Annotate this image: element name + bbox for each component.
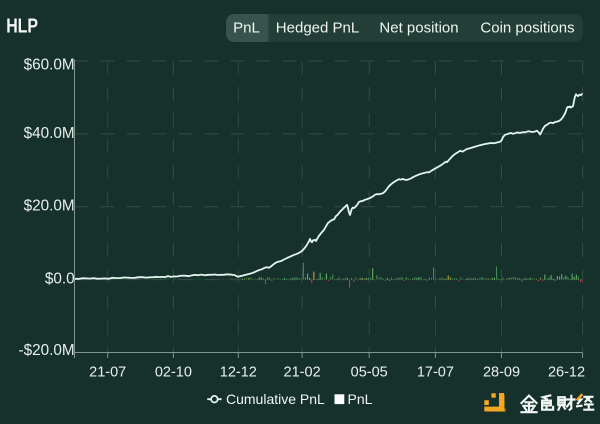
svg-text:$20.0M: $20.0M [24,198,75,215]
svg-text:PnL: PnL [233,19,260,36]
svg-text:Net position: Net position [379,19,458,36]
svg-text:21-07: 21-07 [89,364,126,380]
svg-text:$0.0: $0.0 [45,271,75,288]
svg-text:21-02: 21-02 [284,364,321,380]
svg-text:HLP: HLP [6,16,38,38]
svg-text:PnL: PnL [348,391,373,407]
svg-text:$40.0M: $40.0M [24,125,75,142]
svg-text:$60.0M: $60.0M [24,56,75,73]
svg-text:Coin positions: Coin positions [480,19,574,36]
svg-text:12-12: 12-12 [220,364,257,380]
svg-text:-$20.0M: -$20.0M [18,342,74,359]
svg-text:28-09: 28-09 [483,364,520,380]
svg-text:26-12: 26-12 [548,364,585,380]
svg-text:17-07: 17-07 [417,364,454,380]
svg-text:02-10: 02-10 [155,364,192,380]
svg-text:Hedged PnL: Hedged PnL [276,19,359,36]
svg-text:Cumulative PnL: Cumulative PnL [226,391,325,407]
svg-text:05-05: 05-05 [351,364,388,380]
